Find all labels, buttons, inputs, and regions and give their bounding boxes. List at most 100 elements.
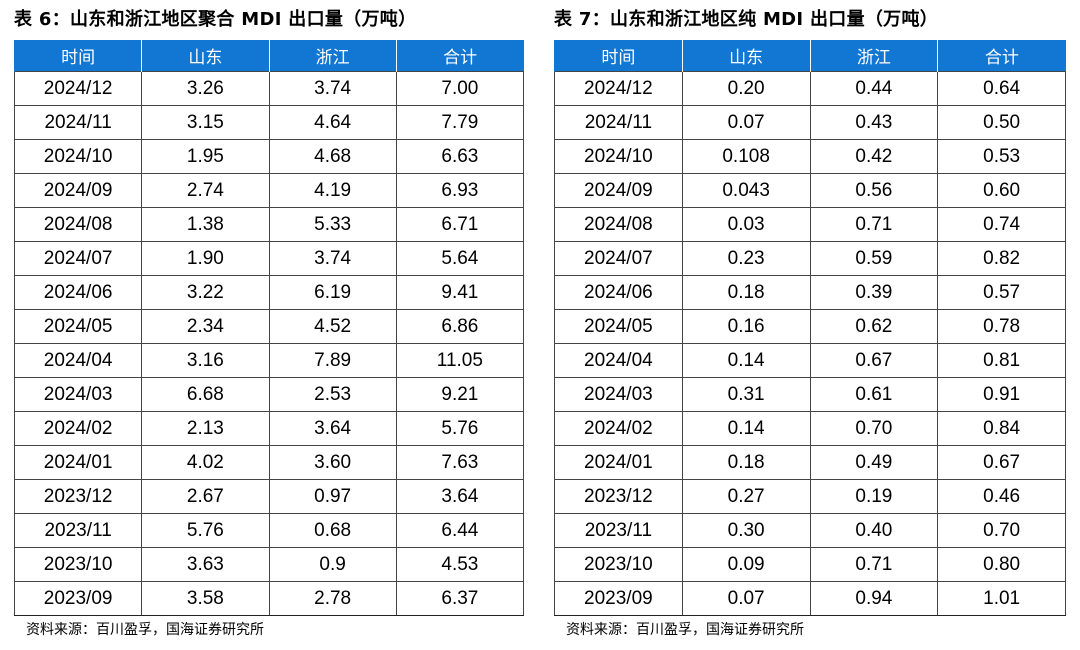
date-cell: 2024/02	[13, 411, 143, 446]
value-cell: 5.76	[141, 513, 270, 548]
date-cell: 2024/08	[13, 207, 143, 242]
value-cell: 0.27	[681, 479, 811, 514]
value-cell: 4.68	[268, 139, 397, 174]
date-cell: 2024/05	[554, 309, 683, 344]
left-table-title: 表 6：山东和浙江地区聚合 MDI 出口量（万吨）	[14, 9, 417, 30]
date-cell: 2024/07	[554, 241, 683, 276]
date-cell: 2023/11	[554, 513, 683, 548]
value-cell: 5.64	[395, 241, 525, 276]
value-cell: 6.44	[395, 513, 525, 548]
value-cell: 6.19	[268, 275, 397, 310]
table-row: 2024/04 0.14 0.67 0.81	[554, 343, 1066, 378]
value-cell: 5.33	[268, 207, 397, 242]
table-row: 2024/03 6.68 2.53 9.21	[13, 377, 525, 412]
value-cell: 3.15	[141, 105, 270, 140]
value-cell: 2.53	[268, 377, 397, 412]
value-cell: 0.14	[681, 343, 811, 378]
value-cell: 3.64	[268, 411, 397, 446]
value-cell: 0.57	[937, 275, 1066, 310]
value-cell: 0.67	[937, 445, 1066, 480]
column-header: 时间	[554, 40, 683, 72]
right-data-table: 时间 山东 浙江 合计 2024/12 0.20 0.44 0.64 2024/11 0.07 0…	[554, 40, 1066, 616]
value-cell: 0.40	[809, 513, 939, 548]
table-row: 2024/03 0.31 0.61 0.91	[554, 377, 1066, 412]
date-cell: 2024/01	[13, 445, 143, 480]
date-cell: 2024/07	[13, 241, 143, 276]
value-cell: 6.68	[141, 377, 270, 412]
left-table-panel: 表 6：山东和浙江地区聚合 MDI 出口量（万吨） 时间 山东 浙江 合计 2024/…	[13, 0, 525, 639]
value-cell: 0.67	[809, 343, 939, 378]
table-row: 2023/11 0.30 0.40 0.70	[554, 513, 1066, 548]
table-row: 2024/08 0.03 0.71 0.74	[554, 207, 1066, 242]
value-cell: 1.90	[141, 241, 270, 276]
value-cell: 0.44	[809, 71, 939, 106]
value-cell: 4.19	[268, 173, 397, 208]
right-table-panel: 表 7：山东和浙江地区纯 MDI 出口量（万吨） 时间 山东 浙江 合计 2024/1…	[554, 0, 1066, 639]
value-cell: 0.31	[681, 377, 811, 412]
table-row: 2023/12 2.67 0.97 3.64	[13, 479, 525, 514]
value-cell: 0.18	[681, 445, 811, 480]
column-header: 时间	[13, 40, 142, 72]
value-cell: 0.62	[809, 309, 939, 344]
value-cell: 0.84	[937, 411, 1066, 446]
value-cell: 7.00	[395, 71, 525, 106]
table-row: 2023/09 0.07 0.94 1.01	[554, 581, 1066, 616]
table-row: 2023/11 5.76 0.68 6.44	[13, 513, 525, 548]
header-row: 时间 山东 浙江 合计	[13, 40, 524, 72]
table-row: 2024/10 0.108 0.42 0.53	[554, 139, 1066, 174]
date-cell: 2024/04	[13, 343, 143, 378]
value-cell: 0.07	[681, 105, 811, 140]
column-header: 山东	[681, 40, 810, 72]
value-cell: 2.78	[268, 581, 397, 616]
table-row: 2024/08 1.38 5.33 6.71	[13, 207, 525, 242]
table-row: 2024/01 4.02 3.60 7.63	[13, 445, 525, 480]
value-cell: 3.16	[141, 343, 270, 378]
column-header: 合计	[395, 40, 524, 72]
table-row: 2024/11 0.07 0.43 0.50	[554, 105, 1066, 140]
value-cell: 3.74	[268, 71, 397, 106]
table-row: 2024/04 3.16 7.89 11.05	[13, 343, 525, 378]
value-cell: 0.14	[681, 411, 811, 446]
table-row: 2024/11 3.15 4.64 7.79	[13, 105, 525, 140]
date-cell: 2024/09	[554, 173, 683, 208]
value-cell: 3.22	[141, 275, 270, 310]
date-cell: 2024/06	[13, 275, 143, 310]
value-cell: 0.60	[937, 173, 1066, 208]
table-row: 2024/06 3.22 6.19 9.41	[13, 275, 525, 310]
value-cell: 2.13	[141, 411, 270, 446]
date-cell: 2024/02	[554, 411, 683, 446]
value-cell: 0.56	[809, 173, 939, 208]
value-cell: 1.38	[141, 207, 270, 242]
date-cell: 2023/11	[13, 513, 143, 548]
value-cell: 0.71	[809, 547, 939, 582]
value-cell: 0.16	[681, 309, 811, 344]
date-cell: 2023/10	[13, 547, 143, 582]
value-cell: 6.37	[395, 581, 525, 616]
date-cell: 2024/06	[554, 275, 683, 310]
value-cell: 0.78	[937, 309, 1066, 344]
column-header: 浙江	[809, 40, 938, 72]
value-cell: 0.43	[809, 105, 939, 140]
date-cell: 2024/10	[554, 139, 683, 174]
right-table-source: 资料来源：百川盈孚，国海证券研究所	[566, 622, 804, 638]
value-cell: 0.9	[268, 547, 397, 582]
left-table-source: 资料来源：百川盈孚，国海证券研究所	[26, 622, 264, 638]
value-cell: 6.63	[395, 139, 525, 174]
table-row: 2024/02 2.13 3.64 5.76	[13, 411, 525, 446]
table-row: 2024/05 2.34 4.52 6.86	[13, 309, 525, 344]
value-cell: 2.67	[141, 479, 270, 514]
date-cell: 2023/10	[554, 547, 683, 582]
table-row: 2024/07 1.90 3.74 5.64	[13, 241, 525, 276]
value-cell: 4.64	[268, 105, 397, 140]
value-cell: 0.53	[937, 139, 1066, 174]
value-cell: 0.09	[681, 547, 811, 582]
value-cell: 1.01	[937, 581, 1066, 616]
value-cell: 1.95	[141, 139, 270, 174]
date-cell: 2024/12	[554, 71, 683, 106]
table-row: 2023/10 0.09 0.71 0.80	[554, 547, 1066, 582]
table-row: 2024/09 2.74 4.19 6.93	[13, 173, 525, 208]
table-row: 2024/12 0.20 0.44 0.64	[554, 71, 1066, 106]
date-cell: 2024/11	[554, 105, 683, 140]
date-cell: 2024/03	[554, 377, 683, 412]
right-table-title: 表 7：山东和浙江地区纯 MDI 出口量（万吨）	[554, 9, 939, 30]
